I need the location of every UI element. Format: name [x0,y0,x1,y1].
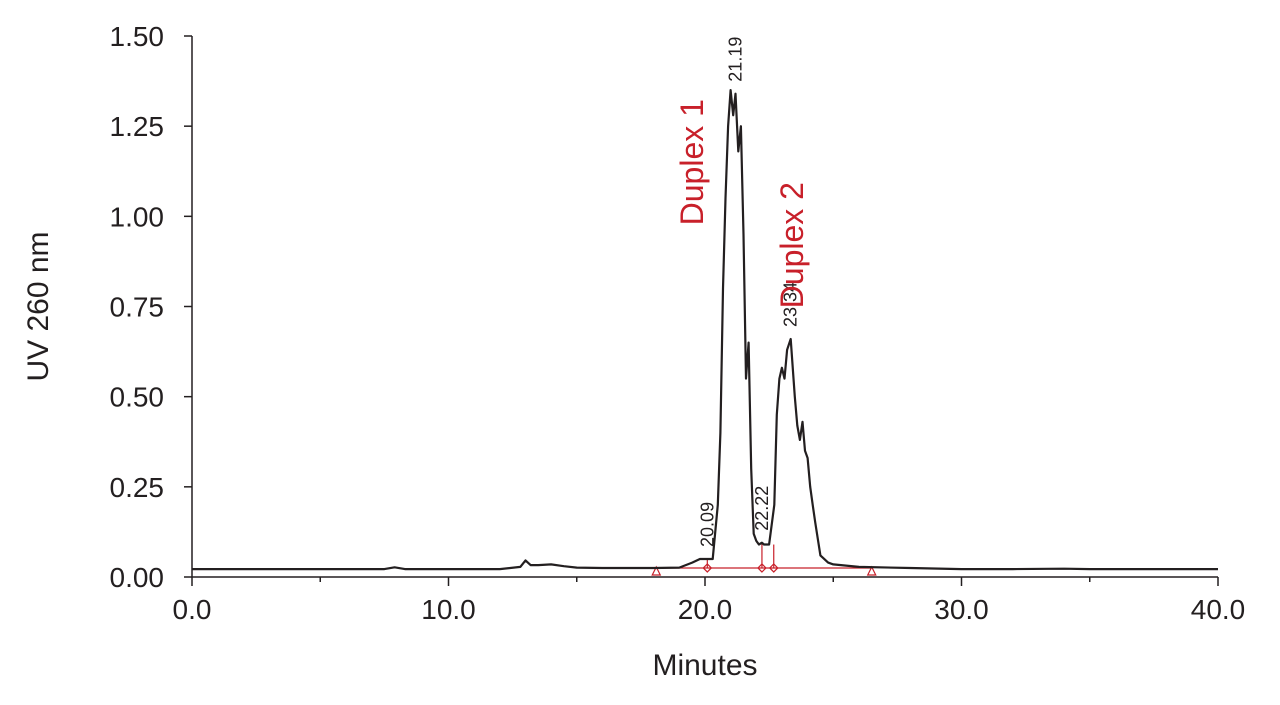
axes: 0.00 0.25 0.50 0.75 1.00 1.25 1.50 0.0 10.0 20.0 3… [110,21,1246,625]
integration-split-marker [757,563,767,573]
integration-start-end-marker [651,565,662,576]
duplex-annotation: Duplex 2 [774,182,810,308]
trace-layer [192,89,1218,571]
peak-label: 21.19 [726,37,746,82]
y-tick-label: 1.50 [110,21,165,52]
x-tick-label: 20.0 [678,594,733,625]
y-tick-label: 0.00 [110,562,165,593]
duplex-annotation: Duplex 1 [674,99,710,225]
peak-label: 23.34 [781,282,801,327]
chromatogram-trace [192,89,1218,571]
y-tick-label: 1.25 [110,111,165,142]
integration-markers [651,542,877,576]
x-tick-label: 0.0 [173,594,212,625]
integration-split-marker [702,563,713,573]
y-tick-label: 1.00 [110,201,165,232]
x-tick-label: 30.0 [934,594,989,625]
y-tick-label: 0.50 [110,382,165,413]
peak-label: 20.09 [697,502,717,547]
peak-label: 22.22 [752,486,772,531]
peak-labels: 20.09 21.19 22.22 23.34 Duplex 1 Duplex 2 [674,37,810,547]
integration-split-marker [768,563,779,573]
x-tick-label: 10.0 [421,594,476,625]
x-axis-title: Minutes [652,649,757,682]
x-tick-label: 40.0 [1191,594,1246,625]
y-tick-label: 0.25 [110,472,165,503]
integration-start-end-marker [866,565,877,576]
y-axis-title: UV 260 nm [22,231,55,381]
y-tick-label: 0.75 [110,292,165,323]
